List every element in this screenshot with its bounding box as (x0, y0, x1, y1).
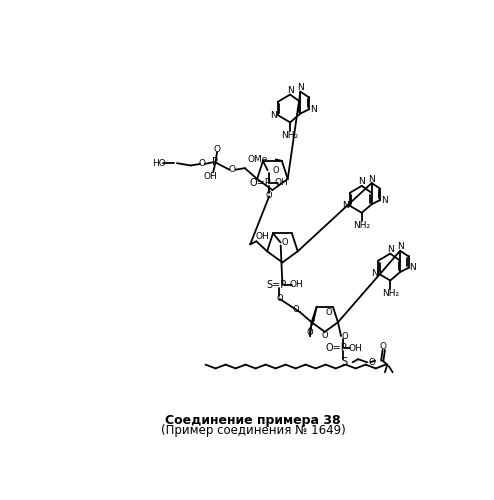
Text: O: O (293, 304, 299, 314)
Text: OH: OH (255, 232, 269, 241)
Text: O: O (276, 294, 283, 303)
Text: HO: HO (153, 158, 166, 168)
Text: N: N (409, 264, 416, 272)
Text: O: O (228, 165, 235, 174)
Text: N: N (397, 242, 404, 252)
Text: O: O (281, 238, 288, 247)
Text: O=P: O=P (249, 178, 271, 188)
Text: O: O (306, 328, 313, 338)
Text: (Пример соединения № 1649): (Пример соединения № 1649) (161, 424, 345, 437)
Text: NH₂: NH₂ (282, 132, 299, 140)
Text: Соединение примера 38: Соединение примера 38 (165, 414, 341, 427)
Text: O: O (266, 191, 272, 200)
Text: N: N (371, 269, 378, 278)
Text: O: O (341, 332, 348, 340)
Text: NH₂: NH₂ (353, 222, 370, 230)
Text: N: N (310, 104, 316, 114)
Text: N: N (381, 196, 387, 204)
Text: N: N (358, 178, 365, 186)
Text: N: N (369, 174, 375, 184)
Text: O: O (322, 331, 328, 340)
Text: O: O (379, 342, 386, 351)
Text: O=P: O=P (326, 344, 347, 353)
Text: N: N (297, 84, 304, 92)
Text: N: N (271, 110, 277, 120)
Text: OH: OH (275, 178, 288, 187)
Text: N: N (387, 246, 394, 254)
Text: OH: OH (289, 280, 303, 289)
Text: P: P (212, 158, 218, 168)
Text: O: O (213, 145, 220, 154)
Text: N: N (342, 201, 349, 210)
Text: O: O (198, 160, 205, 168)
Text: OH: OH (204, 172, 218, 181)
Text: S: S (342, 358, 348, 368)
Text: O: O (369, 358, 375, 367)
Text: S=P: S=P (266, 280, 287, 290)
Text: NH₂: NH₂ (382, 289, 399, 298)
Text: O: O (272, 166, 279, 174)
Text: O: O (326, 308, 332, 318)
Text: OMe: OMe (247, 155, 268, 164)
Text: OH: OH (348, 344, 362, 353)
Text: N: N (287, 86, 293, 95)
